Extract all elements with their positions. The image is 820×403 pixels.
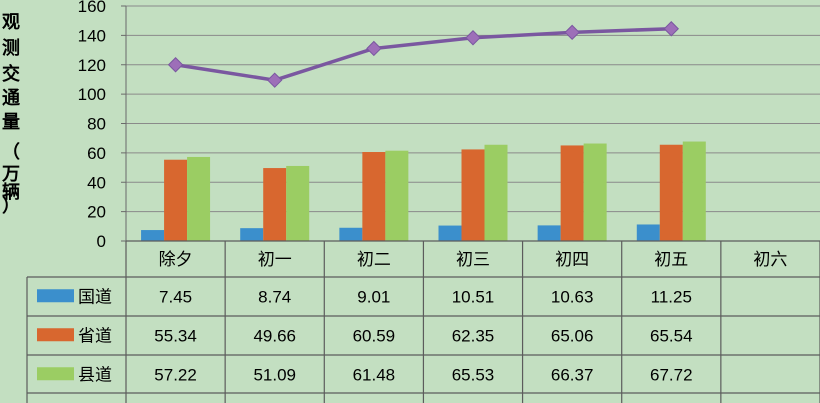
data-label: 51.09 [253, 365, 296, 384]
category-label: 除夕 [159, 250, 193, 270]
legend-label-省道: 省道 [78, 326, 112, 346]
data-label: 61.48 [353, 365, 396, 384]
bar-县道 [286, 165, 310, 241]
y-axis-label: 辆 [2, 181, 20, 203]
data-label: 55.34 [154, 326, 197, 345]
line-合计 [175, 27, 672, 82]
bar-县道 [682, 141, 706, 241]
y-tick-label: 60 [87, 144, 106, 163]
legend-key-国道 [37, 289, 74, 303]
data-label: 10.51 [452, 287, 495, 306]
category-label: 初四 [555, 250, 589, 270]
data-label: 67.72 [650, 365, 693, 384]
y-axis-label: 通 [2, 88, 20, 109]
y-tick-label: 140 [78, 26, 106, 45]
data-label: 8.74 [258, 287, 291, 306]
data-label: 66.37 [551, 365, 594, 384]
data-label: 65.53 [452, 365, 495, 384]
category-label: 初一 [258, 250, 292, 270]
data-label: 7.45 [159, 287, 192, 306]
y-tick-label: 120 [78, 56, 106, 75]
data-label: 60.59 [353, 326, 396, 345]
bar-县道 [583, 143, 607, 241]
marker-合计 [267, 72, 283, 88]
bar-县道 [385, 150, 409, 241]
bar-国道 [240, 228, 264, 241]
data-label: 49.66 [253, 326, 296, 345]
marker-合计 [564, 24, 580, 41]
bar-国道 [636, 224, 660, 241]
data-label: 57.22 [154, 365, 197, 384]
y-tick-label: 0 [97, 232, 106, 251]
y-axis-label: 交 [2, 63, 20, 85]
y-axis-label: 万 [1, 164, 20, 185]
bar-县道 [187, 156, 211, 241]
data-label: 11.25 [651, 287, 692, 306]
y-axis-label: 量 [2, 111, 20, 133]
bar-省道 [263, 168, 287, 241]
bar-省道 [560, 145, 584, 241]
bar-省道 [659, 144, 683, 241]
bar-国道 [537, 225, 561, 241]
legend-label-县道: 县道 [78, 365, 112, 385]
marker-合计 [663, 21, 679, 37]
y-tick-label: 100 [78, 85, 106, 104]
y-tick-label: 40 [87, 173, 106, 192]
legend-key-县道 [37, 367, 74, 381]
marker-合计 [366, 40, 382, 57]
y-axis-label: （ [2, 142, 20, 163]
bar-省道 [164, 159, 188, 241]
marker-合计 [167, 57, 184, 73]
data-label: 10.63 [551, 287, 594, 306]
legend-label-国道: 国道 [78, 287, 112, 307]
y-tick-label: 20 [87, 203, 106, 222]
y-axis-label: ） [2, 196, 20, 217]
bar-国道 [339, 227, 363, 241]
y-tick-label: 80 [87, 115, 106, 134]
data-label: 62.35 [452, 326, 495, 345]
y-axis-label: 观 [2, 12, 20, 33]
category-label: 初二 [357, 250, 391, 270]
bar-国道 [438, 225, 462, 241]
data-label: 65.06 [551, 326, 594, 345]
category-label: 初三 [456, 250, 490, 270]
category-label: 初五 [654, 250, 688, 270]
data-label: 65.54 [650, 326, 693, 345]
category-label: 初六 [753, 250, 787, 270]
marker-合计 [465, 30, 481, 46]
bar-省道 [461, 149, 485, 241]
data-label: 9.01 [357, 287, 390, 306]
bar-省道 [362, 152, 386, 241]
y-tick-label: 160 [78, 0, 106, 16]
y-axis-label: 测 [2, 37, 20, 59]
bar-县道 [484, 144, 508, 241]
bar-国道 [141, 230, 165, 241]
legend-key-省道 [37, 328, 74, 342]
